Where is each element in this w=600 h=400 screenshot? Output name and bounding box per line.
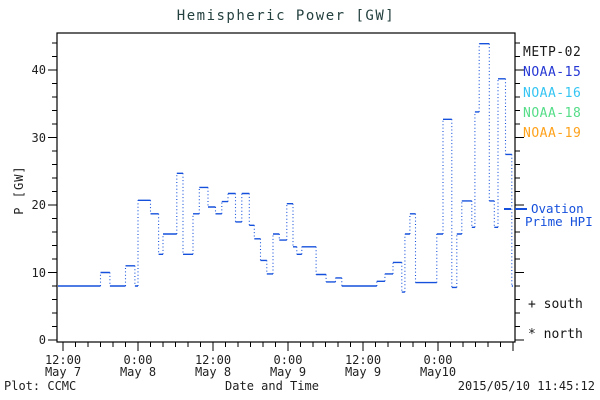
data-series-transitions <box>99 43 513 293</box>
legend-satellite-label: NOAA-15 <box>523 65 582 81</box>
y-tick-label: 40 <box>31 63 46 77</box>
x-tick-time-label: 12:00 <box>344 353 382 367</box>
chart-title: Hemispheric Power [GW] <box>176 8 396 24</box>
legend-satellite-label: METP-02 <box>523 45 582 60</box>
x-tick-date-label: May 9 <box>344 365 382 379</box>
x-tick-date-label: May 8 <box>194 365 232 379</box>
x-tick-time-label: 0:00 <box>123 353 153 367</box>
legend-line-sample-icon <box>504 207 511 210</box>
hpi-legend: Ovation Prime HPI <box>504 202 598 228</box>
x-tick-date-label: May10 <box>419 365 457 379</box>
x-tick-date-label: May 8 <box>119 365 157 379</box>
hpi-legend-label-2: Prime HPI <box>525 214 593 229</box>
legend-satellite-label: NOAA-16 <box>523 85 582 101</box>
legend-satellite-label: NOAA-18 <box>523 105 582 121</box>
legend-line-sample-icon <box>515 207 527 210</box>
legend-satellite-label: NOAA-19 <box>523 126 582 141</box>
x-tick-date-label: May 9 <box>269 365 307 379</box>
x-tick-date-label: May 7 <box>44 365 82 379</box>
y-tick-label: 10 <box>31 265 46 280</box>
plot-credit: Plot: CCMC <box>4 379 77 393</box>
north-marker-label: * north <box>528 327 583 342</box>
hpi-legend-line1: Ovation <box>504 202 598 215</box>
x-tick-time-label: 12:00 <box>194 353 232 367</box>
plot-frame <box>56 32 516 343</box>
x-tick-time-label: 12:00 <box>44 353 82 367</box>
data-series-levels <box>58 43 513 293</box>
y-tick-label: 30 <box>31 130 46 145</box>
y-tick-label: 20 <box>31 198 46 212</box>
hpi-legend-label-1: Ovation <box>531 201 584 216</box>
x-tick-time-label: 0:00 <box>273 353 303 367</box>
x-tick-time-label: 0:00 <box>423 353 453 367</box>
x-axis-title: Date and Time <box>225 379 319 393</box>
plot-timestamp: 2015/05/10 11:45:12 <box>457 379 595 393</box>
y-tick-label: 0 <box>38 333 46 347</box>
south-marker-label: + south <box>528 297 583 312</box>
